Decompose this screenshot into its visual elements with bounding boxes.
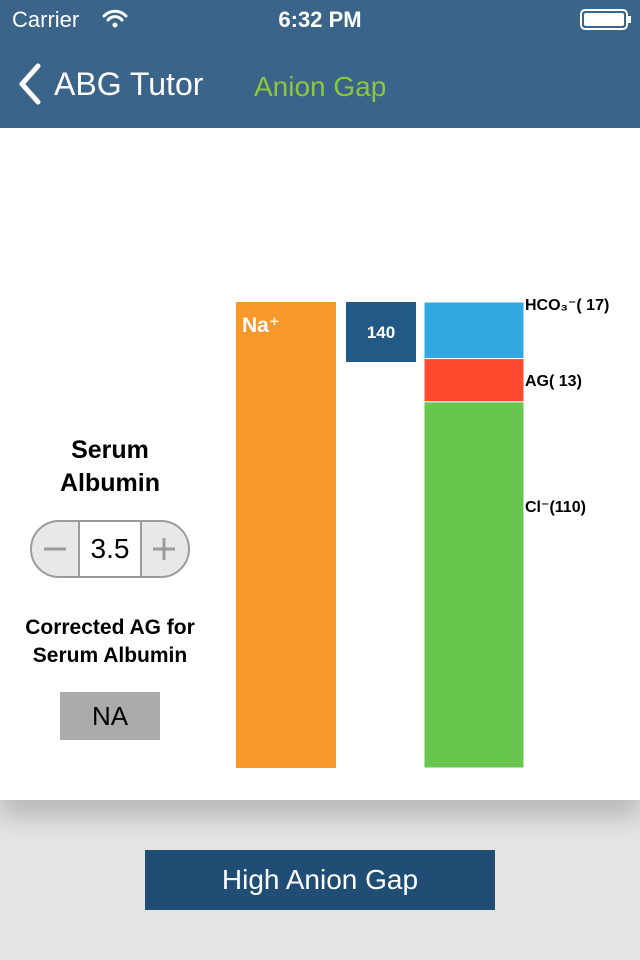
nav-title: Anion Gap [254,71,387,102]
back-button[interactable]: ABG Tutor [54,66,204,102]
segment-name: Cl⁻ [525,499,549,516]
segment-name: AG [525,373,549,390]
segment-label: AG( 13) [525,373,582,390]
battery-level [584,13,624,26]
nav-bar [0,0,640,128]
wifi-dot [112,22,118,28]
corrected-value: NA [60,692,160,740]
corrected-label: Corrected AG for Serum Albumin [25,616,195,667]
back-chevron[interactable] [19,63,41,105]
stepper-value: 3.5 [78,520,142,578]
bar-segment [423,358,525,403]
plus-button[interactable] [153,538,175,560]
bar-label: Na⁺ [242,314,280,337]
segment-label: HCO₃⁻( 17) [525,297,609,314]
albumin-label: Serum Albumin [60,436,160,497]
value-box [346,302,416,362]
bar-segment [423,401,525,769]
battery-icon [580,9,628,30]
wifi-icon [102,9,128,22]
result-button[interactable]: High Anion Gap [145,850,495,910]
nav-icons [19,9,631,105]
segment-name: HCO₃⁻ [525,297,576,314]
bar [236,302,336,768]
segment-label: Cl⁻(110) [525,499,586,516]
stepper-icons [44,538,175,560]
value-label: 140 [367,323,395,342]
segment-value: ( 13) [549,373,582,390]
chart: Na⁺ 140 HCO₃⁻( 17) AG( 13) Cl⁻(110) [236,297,609,769]
segment-value: (110) [549,499,585,516]
clock: 6:32 PM [278,7,362,32]
segment-value: ( 17) [576,297,609,314]
bar-segment [423,301,525,360]
carrier: Carrier [12,7,80,32]
battery-tip [628,16,631,23]
